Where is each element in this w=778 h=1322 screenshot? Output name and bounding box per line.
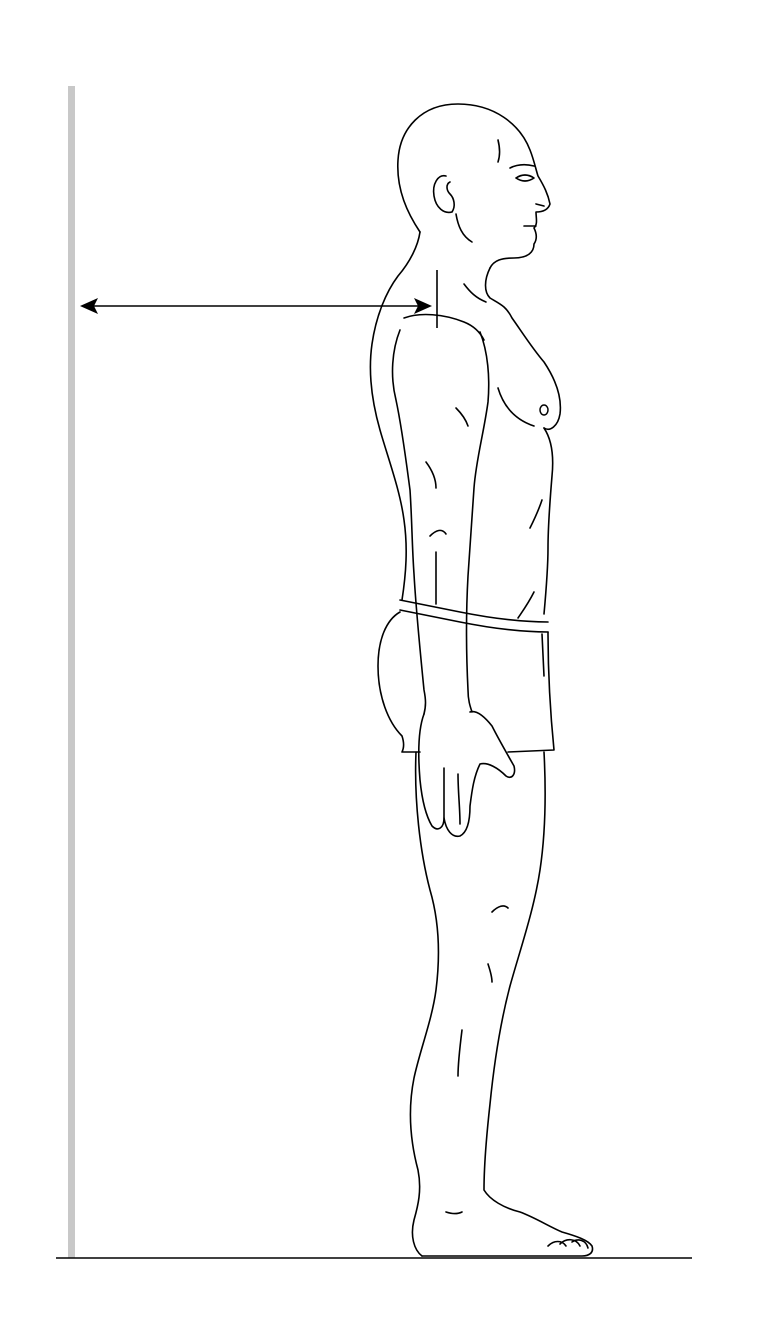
shorts-fly <box>541 633 545 677</box>
shoulder-cap <box>403 313 485 341</box>
arrowhead-left <box>80 298 98 314</box>
shorts-waistband-lower <box>399 609 549 633</box>
eyebrow <box>509 163 535 169</box>
temple-mark <box>497 139 501 163</box>
buttock <box>377 611 421 753</box>
eye <box>515 174 535 182</box>
head-outline <box>397 103 551 269</box>
nose-line <box>535 203 545 207</box>
arm-muscle-1 <box>455 407 469 427</box>
finger-line-2 <box>457 773 461 825</box>
knee-mark <box>491 905 509 913</box>
arm-back <box>391 329 427 715</box>
shin-mark <box>445 1211 463 1215</box>
abdomen-mark-2 <box>517 591 535 619</box>
human-figure <box>369 103 594 1257</box>
pectoral <box>497 387 535 427</box>
abdomen-mark-1 <box>529 499 543 529</box>
ear <box>432 174 455 214</box>
toes <box>547 1238 589 1249</box>
leg-back <box>409 751 440 1257</box>
shorts-front <box>507 631 555 753</box>
nipple <box>539 404 549 416</box>
arm-front <box>465 331 490 713</box>
wall-line <box>68 86 75 1258</box>
shorts-waistband <box>399 599 549 623</box>
arrowhead-right <box>414 298 432 314</box>
back-outline <box>369 231 421 601</box>
hand <box>418 710 516 838</box>
leg-front <box>421 751 594 1257</box>
knee-mark-2 <box>487 963 493 983</box>
measurement-arrow <box>80 298 432 314</box>
calf-mark <box>457 1029 463 1077</box>
chest-front <box>543 427 554 615</box>
arm-muscle-2 <box>425 461 437 489</box>
neck-front <box>484 267 562 430</box>
trapezius <box>463 283 487 303</box>
elbow-mark <box>429 529 447 537</box>
jaw-line <box>455 213 473 243</box>
